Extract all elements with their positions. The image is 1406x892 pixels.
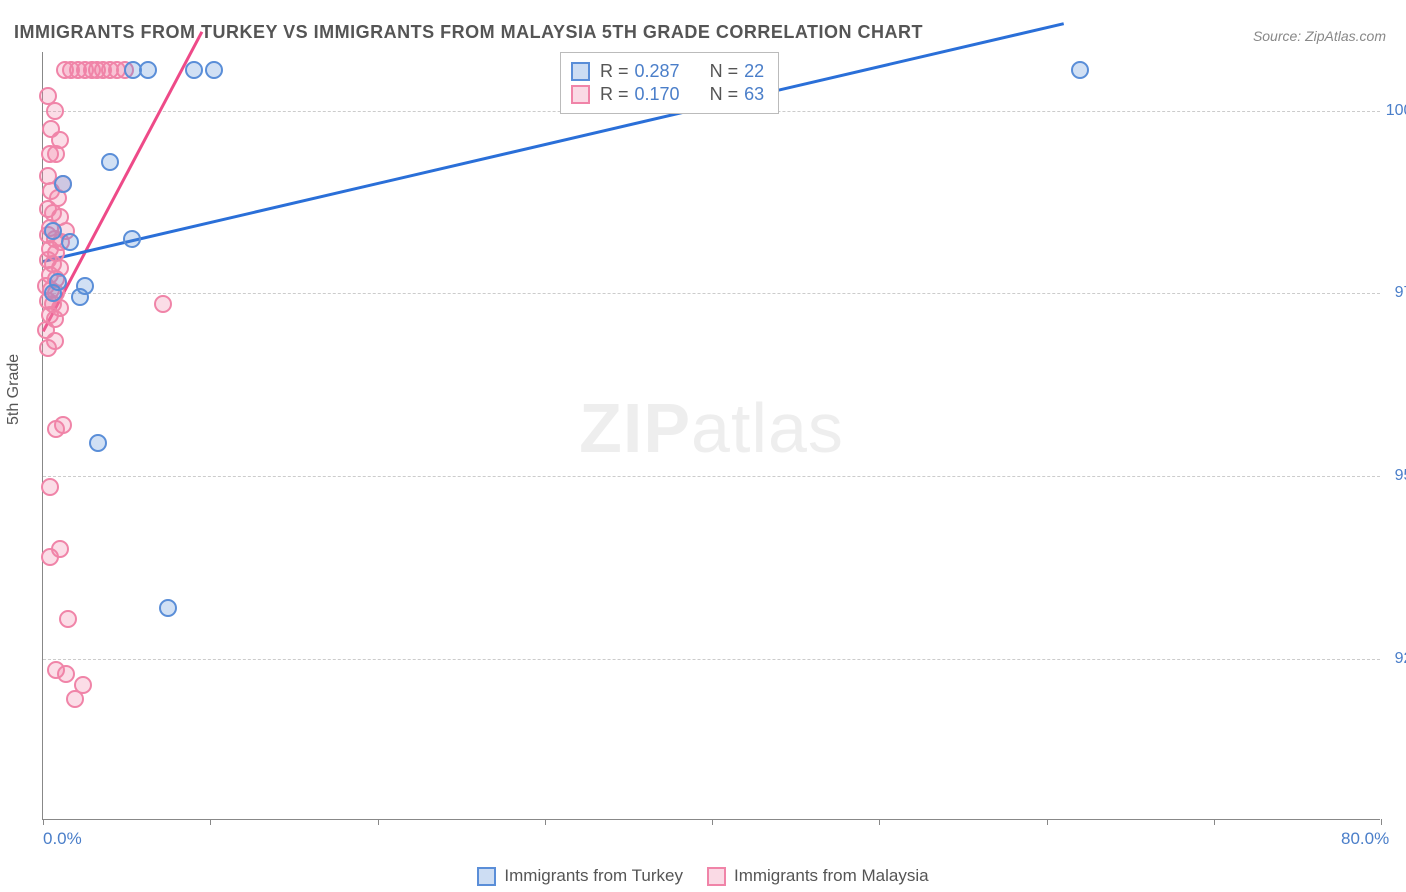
y-tick-label: 100.0% bbox=[1386, 102, 1406, 120]
source-attribution: Source: ZipAtlas.com bbox=[1253, 28, 1386, 44]
x-tick bbox=[545, 819, 546, 825]
y-tick-label: 92.5% bbox=[1395, 650, 1406, 668]
data-point-blue bbox=[159, 599, 177, 617]
legend-item: Immigrants from Malaysia bbox=[707, 866, 929, 886]
data-point-blue bbox=[1071, 61, 1089, 79]
data-point-blue bbox=[205, 61, 223, 79]
data-point-blue bbox=[44, 284, 62, 302]
x-tick bbox=[1047, 819, 1048, 825]
legend-swatch-blue bbox=[477, 867, 496, 886]
x-tick bbox=[1381, 819, 1382, 825]
legend-item: Immigrants from Turkey bbox=[477, 866, 683, 886]
chart-container: IMMIGRANTS FROM TURKEY VS IMMIGRANTS FRO… bbox=[0, 0, 1406, 892]
x-tick-label: 80.0% bbox=[1341, 829, 1389, 849]
data-point-blue bbox=[44, 222, 62, 240]
y-tick-label: 95.0% bbox=[1395, 467, 1406, 485]
data-point-blue bbox=[124, 61, 142, 79]
data-point-blue bbox=[54, 175, 72, 193]
data-point-pink bbox=[59, 610, 77, 628]
data-point-blue bbox=[89, 434, 107, 452]
plot-area: ZIPatlas 92.5%95.0%97.5%100.0%0.0%80.0% bbox=[42, 52, 1380, 820]
data-point-blue bbox=[185, 61, 203, 79]
data-point-pink bbox=[46, 102, 64, 120]
data-point-pink bbox=[41, 478, 59, 496]
y-axis-label: 5th Grade bbox=[5, 354, 23, 425]
data-point-pink bbox=[57, 665, 75, 683]
trend-line-blue bbox=[43, 23, 1064, 263]
x-tick bbox=[210, 819, 211, 825]
data-point-blue bbox=[61, 233, 79, 251]
x-tick bbox=[879, 819, 880, 825]
data-point-pink bbox=[41, 548, 59, 566]
legend-swatch-pink bbox=[707, 867, 726, 886]
data-point-pink bbox=[39, 339, 57, 357]
x-tick bbox=[378, 819, 379, 825]
data-point-pink bbox=[66, 690, 84, 708]
grid-line bbox=[43, 659, 1380, 660]
legend-swatch-blue bbox=[571, 62, 590, 81]
x-tick bbox=[43, 819, 44, 825]
data-point-pink bbox=[154, 295, 172, 313]
data-point-pink bbox=[47, 420, 65, 438]
data-point-pink bbox=[47, 145, 65, 163]
x-tick bbox=[712, 819, 713, 825]
data-point-blue bbox=[101, 153, 119, 171]
data-point-blue bbox=[123, 230, 141, 248]
grid-line bbox=[43, 476, 1380, 477]
series-legend: Immigrants from Turkey Immigrants from M… bbox=[0, 866, 1406, 886]
x-tick-label: 0.0% bbox=[43, 829, 82, 849]
chart-title: IMMIGRANTS FROM TURKEY VS IMMIGRANTS FRO… bbox=[14, 22, 923, 43]
grid-line bbox=[43, 293, 1380, 294]
data-point-blue bbox=[71, 288, 89, 306]
legend-swatch-pink bbox=[571, 85, 590, 104]
watermark: ZIPatlas bbox=[579, 388, 844, 468]
y-tick-label: 97.5% bbox=[1395, 284, 1406, 302]
x-tick bbox=[1214, 819, 1215, 825]
stats-legend-row: R = 0.287 N = 22 bbox=[571, 61, 764, 82]
stats-legend-row: R = 0.170 N = 63 bbox=[571, 84, 764, 105]
stats-legend: R = 0.287 N = 22 R = 0.170 N = 63 bbox=[560, 52, 779, 114]
